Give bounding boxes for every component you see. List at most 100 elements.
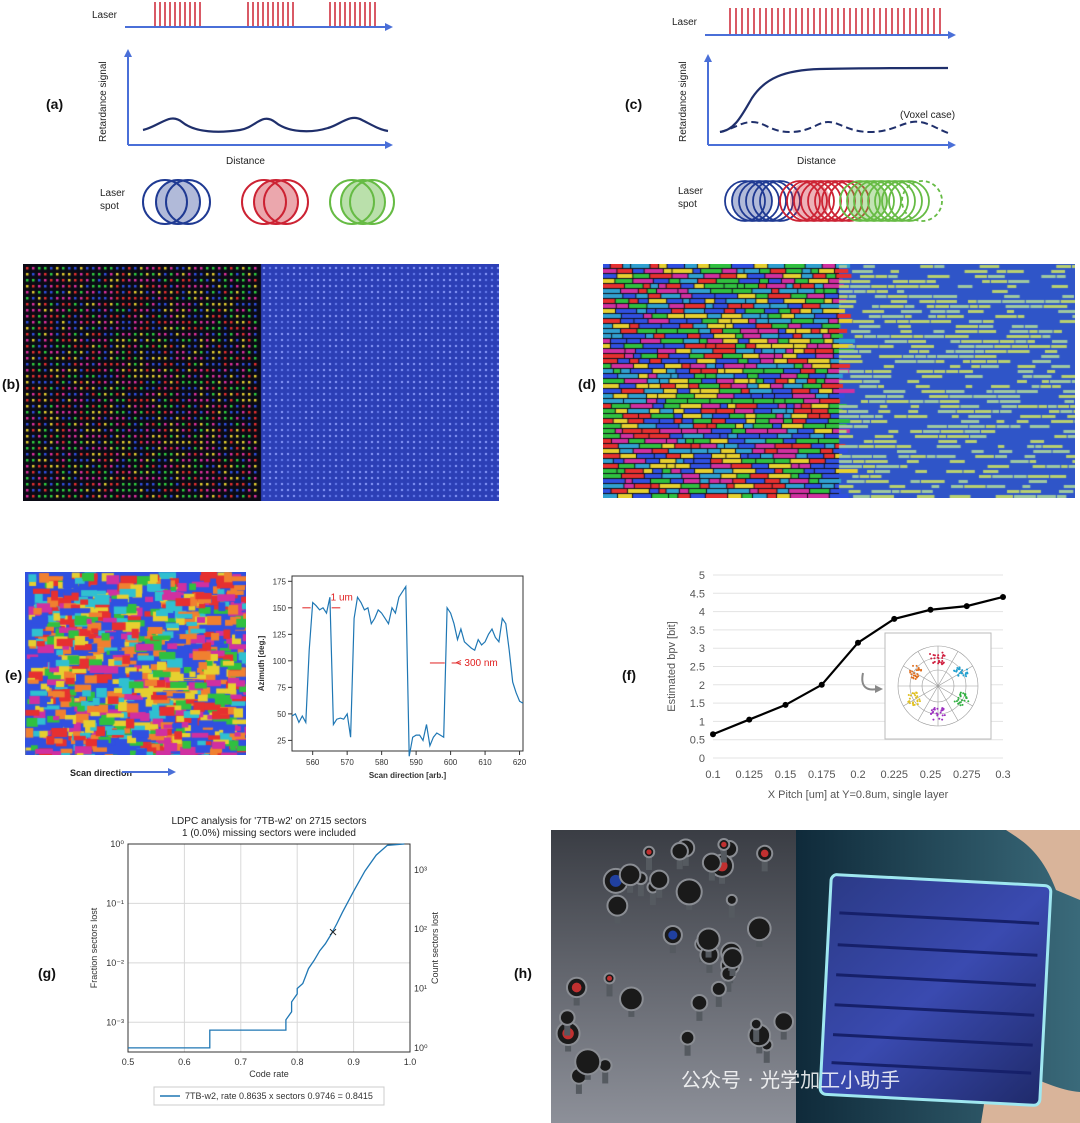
distance-label-c: Distance [797, 156, 836, 167]
chart-f-ytick-label: 1.5 [690, 698, 705, 710]
chart-f-ytick-label: 3 [699, 643, 705, 655]
polar-point [964, 694, 967, 697]
laser-spot-fill [790, 181, 830, 221]
polar-point [941, 707, 944, 710]
optical-mount [670, 842, 689, 861]
chart-e-ylabel: Azimuth [deg.] [257, 635, 266, 691]
chart-g-marker [329, 928, 337, 936]
optical-post [725, 973, 732, 992]
laser-spot-ring [901, 180, 943, 222]
optical-post [649, 887, 656, 906]
polar-point [939, 711, 942, 714]
chart-g-ytick-label: 10⁻² [106, 958, 124, 968]
polar-point [933, 654, 936, 657]
laser-spot-ring [814, 180, 856, 222]
laser-spots-c [724, 180, 943, 222]
polar-point [933, 657, 936, 660]
polar-point [915, 664, 918, 667]
optical-post [696, 1002, 703, 1021]
polar-point [959, 691, 962, 694]
polar-point [942, 662, 945, 665]
chart-f-ytick-label: 1 [699, 716, 705, 728]
polar-point [967, 700, 970, 703]
polar-point [916, 695, 919, 698]
laser-spot-ring [860, 180, 902, 222]
optical-post [761, 853, 768, 872]
laser-spot-ring [853, 180, 895, 222]
chart-f-xtick-label: 0.225 [880, 769, 908, 781]
laser-spot-ring [839, 180, 881, 222]
chart-e-xlabel: Scan direction [arb.] [369, 771, 447, 780]
chart-g-ytick-label: 10⁰ [110, 839, 124, 849]
retardance-curve-a [142, 116, 389, 133]
polar-point [929, 653, 932, 656]
laser-spot-ring [745, 180, 787, 222]
inset-arrowhead [875, 685, 883, 693]
lens-cap [721, 841, 727, 848]
distance-label-a: Distance [226, 156, 265, 167]
optical-mount [558, 1009, 576, 1026]
polar-point [943, 714, 946, 717]
polar-point [930, 657, 933, 660]
scan-direction-label: Scan direction [70, 768, 133, 778]
chart-f-point [710, 731, 716, 738]
optical-mount [773, 1011, 795, 1032]
optical-mount [701, 852, 722, 873]
panel-label-b: (b) [2, 376, 20, 392]
polar-point [937, 654, 940, 657]
panel-f-chart: 0 0.5 1 1.5 2 2.5 3 3.5 4 4.5 5 0.1 0.125 0.15 0.175 0.… [666, 570, 1011, 801]
spot-label-c1: Laser [678, 186, 704, 197]
optical-post [753, 1024, 760, 1043]
chart-f-point [746, 716, 753, 723]
chart-f-point [891, 615, 898, 622]
chart-e-xtick-label: 580 [375, 758, 389, 767]
inset-arrow [861, 672, 878, 691]
chart-f-ytick-label: 3.5 [690, 625, 705, 637]
panel-label-a: (a) [46, 96, 64, 112]
chart-e-ytick-label: 50 [277, 710, 286, 719]
panel-g-chart: LDPC analysis for '7TB-w2' on 2715 secto… [89, 816, 440, 1106]
polar-point [936, 713, 939, 716]
optical-setup-photo [551, 830, 1080, 1123]
laser-spot-ring [752, 180, 794, 222]
panel-h-photo: 公众号 · 光学加工小助手 [551, 830, 1080, 1123]
chart-f-xtick-label: 0.275 [953, 769, 981, 781]
optical-post [763, 1044, 770, 1063]
panel-label-d: (d) [578, 376, 596, 392]
polar-point [957, 702, 960, 705]
chart-f-ytick-label: 2 [699, 680, 705, 692]
panel-d-micrograph [603, 264, 1075, 498]
polar-point [916, 675, 919, 678]
polar-point [965, 668, 968, 671]
chart-f-xtick-label: 0.1 [705, 769, 720, 781]
polar-point [907, 700, 910, 703]
optical-mount [725, 893, 738, 906]
chart-g-xtick-label: 0.9 [347, 1057, 360, 1067]
laser-spot-ring [888, 180, 930, 222]
polar-point [909, 669, 912, 672]
polar-point [907, 693, 910, 696]
panel-c-diagram [704, 8, 956, 222]
chart-e-ytick-label: 25 [277, 736, 286, 745]
polar-point [932, 662, 935, 665]
chart-g-xtick-label: 0.8 [291, 1057, 304, 1067]
polar-point [930, 712, 933, 715]
optical-mount [679, 1029, 696, 1046]
chart-f-point [1000, 593, 1006, 600]
polar-point [959, 695, 962, 698]
panel-label-f: (f) [622, 667, 636, 683]
chart-g-ytick-right-label: 10⁰ [414, 1043, 428, 1053]
polar-point [959, 704, 962, 707]
polar-point [913, 692, 916, 695]
polar-point [911, 670, 914, 673]
lens-cap [571, 982, 582, 993]
panel-e-azimuth-map [25, 572, 246, 755]
laser-spot-ring [793, 180, 835, 222]
polar-point [912, 674, 915, 677]
optical-mount [696, 927, 721, 952]
polar-point [912, 676, 915, 679]
polar-point [933, 660, 936, 663]
chart-f-ylabel: Estimated bpv [bit] [666, 621, 678, 712]
laser-label-a: Laser [92, 10, 118, 21]
chart-g-ytick-right-label: 10³ [414, 865, 427, 875]
